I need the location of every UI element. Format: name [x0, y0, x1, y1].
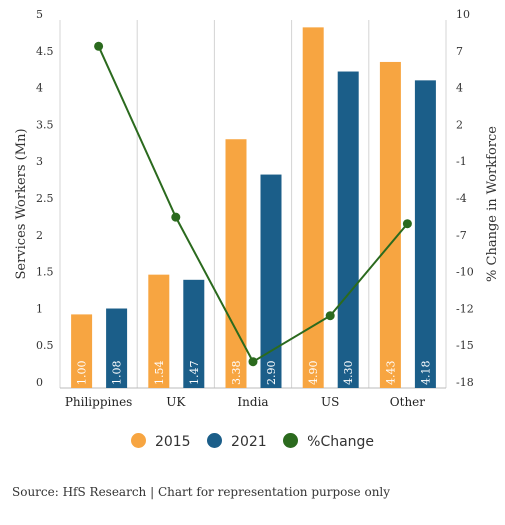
y-tick-label: 5	[36, 8, 43, 21]
y2-tick-label: -4	[456, 192, 467, 205]
legend-label-2021: 2021	[231, 434, 267, 450]
bar-2015	[148, 274, 170, 388]
legend-label-change: %Change	[307, 434, 375, 450]
bar-value-label: 1.08	[111, 361, 124, 386]
y-tick-label: 2.5	[36, 192, 54, 205]
y-tick-label: 3	[36, 155, 43, 168]
bar-2021	[337, 71, 359, 389]
bar-2021	[183, 279, 205, 388]
line-point-change	[94, 41, 104, 51]
y-tick-label: 4	[36, 82, 43, 95]
bar-2015	[302, 27, 324, 389]
bar-value-label: 1.00	[76, 361, 89, 386]
bar-2021	[106, 308, 128, 388]
y-tick-label: 0	[36, 376, 43, 389]
bar-2021	[260, 174, 282, 388]
bar-2015	[71, 314, 93, 388]
y-tick-label: 1	[36, 302, 43, 315]
line-change	[97, 45, 409, 364]
legend-swatch-2021	[207, 433, 223, 448]
source-note: Source: HfS Research | Chart for represe…	[12, 485, 391, 499]
line-point-change	[325, 311, 335, 321]
legend-item-change[interactable]: %Change	[283, 433, 374, 450]
y2-axis-title: % Change in Workforce	[485, 126, 500, 282]
legend-swatch-change	[283, 433, 299, 448]
line-point-change	[171, 212, 181, 222]
legend-swatch-2015	[130, 433, 146, 448]
y2-tick-label: -12	[456, 302, 474, 315]
y2-tick-label: -15	[456, 339, 474, 352]
bar-value-label: 4.18	[419, 361, 432, 386]
x-tick-label: UK	[166, 395, 186, 409]
legend-item-2021[interactable]: 2021	[207, 433, 267, 450]
y2-tick-label: -1	[456, 155, 467, 168]
y2-tick-label: 7	[456, 45, 463, 58]
bar-value-label: 4.90	[307, 361, 320, 386]
bar-value-label: 2.90	[265, 361, 278, 386]
line-point-change	[248, 357, 258, 367]
bar-value-label: 4.30	[342, 361, 355, 386]
y-tick-label: 1.5	[36, 266, 54, 279]
line-point-change	[402, 219, 412, 229]
x-tick-label: Other	[390, 395, 425, 409]
y2-tick-label: -7	[456, 229, 467, 242]
legend-label-2015: 2015	[154, 434, 191, 450]
legend: 2015 2021 %Change	[0, 433, 505, 450]
bar-value-label: 4.43	[384, 361, 397, 386]
y2-tick-label: 10	[456, 8, 470, 21]
y-axis-title: Services Workers (Mn)	[14, 128, 29, 279]
x-tick-label: US	[321, 395, 339, 409]
legend-item-2015[interactable]: 2015	[130, 433, 191, 450]
y2-tick-label: 2	[456, 118, 463, 131]
bar-2015	[379, 61, 401, 389]
bar-value-label: 1.54	[153, 361, 166, 386]
y2-tick-label: -18	[456, 376, 474, 389]
bar-2021	[414, 80, 436, 389]
bar-2015	[225, 139, 247, 388]
y2-tick-label: -10	[456, 266, 474, 279]
y-tick-label: 4.5	[36, 45, 54, 58]
bar-value-label: 1.47	[188, 361, 201, 386]
x-tick-label: India	[237, 395, 268, 409]
y2-tick-label: 4	[456, 82, 463, 95]
y-tick-label: 0.5	[36, 339, 54, 352]
x-tick-label: Philippines	[65, 395, 133, 409]
y-tick-label: 2	[36, 229, 43, 242]
y-tick-label: 3.5	[36, 118, 54, 131]
bar-value-label: 3.38	[230, 361, 243, 386]
